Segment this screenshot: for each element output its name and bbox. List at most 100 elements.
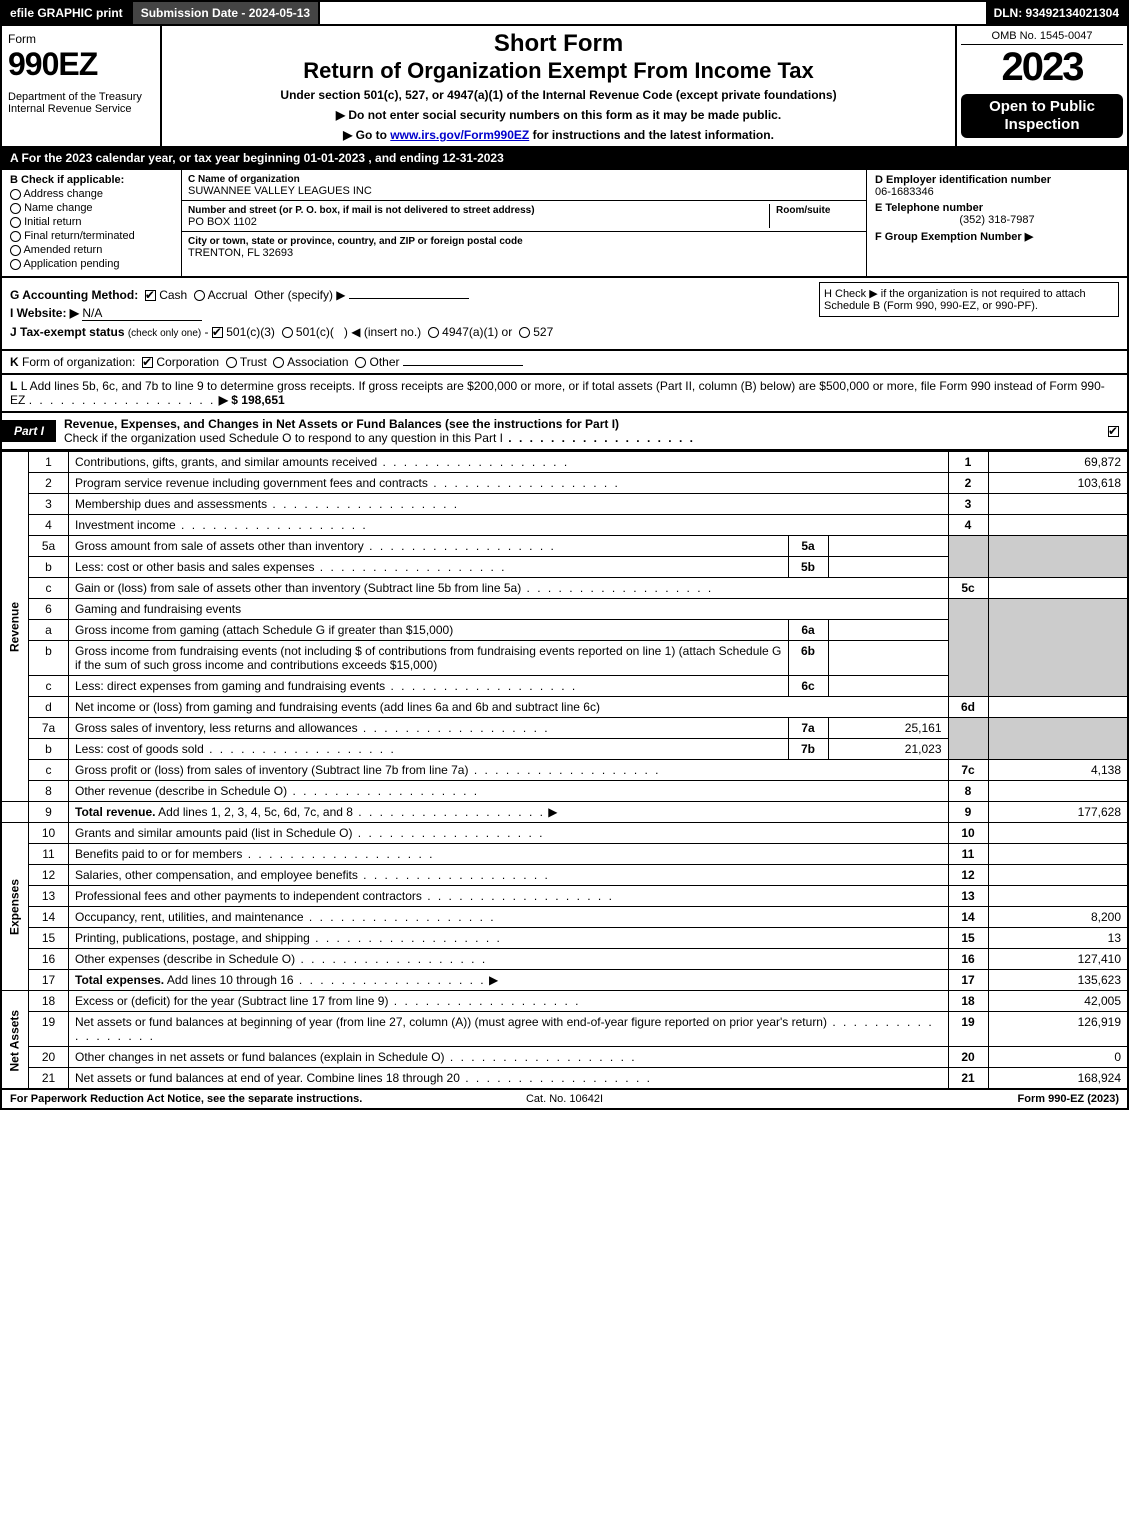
line-h: H Check ▶ if the organization is not req…: [819, 282, 1119, 317]
line-12-val: [988, 865, 1128, 886]
chk-other[interactable]: [355, 357, 366, 368]
part1-tag: Part I: [2, 420, 56, 442]
line-7a-subval: 25,161: [828, 718, 948, 739]
header-right: OMB No. 1545-0047 2023 Open to Public In…: [957, 26, 1127, 146]
row-k: K Form of organization: Corporation Trus…: [0, 351, 1129, 375]
line-6b-subval: [828, 641, 948, 676]
phone-value: (352) 318-7987: [875, 214, 1119, 226]
header-left: Form 990EZ Department of the Treasury In…: [2, 26, 162, 146]
line-18-desc: Excess or (deficit) for the year (Subtra…: [75, 994, 388, 1008]
chk-address[interactable]: Address change: [10, 188, 173, 200]
line-6d-desc: Net income or (loss) from gaming and fun…: [75, 700, 600, 714]
line-21-desc: Net assets or fund balances at end of ye…: [75, 1071, 460, 1085]
org-address: PO BOX 1102: [188, 216, 257, 228]
other-org-input[interactable]: [403, 365, 523, 366]
part1-header: Part I Revenue, Expenses, and Changes in…: [0, 413, 1129, 451]
dept-label: Department of the Treasury Internal Reve…: [8, 91, 154, 115]
line-1-val: 69,872: [988, 452, 1128, 473]
line-4-desc: Investment income: [75, 518, 176, 532]
netassets-label: Net Assets: [1, 991, 29, 1090]
chk-initial[interactable]: Initial return: [10, 216, 173, 228]
line-8-desc: Other revenue (describe in Schedule O): [75, 784, 287, 798]
line-16-val: 127,410: [988, 949, 1128, 970]
form-label: Form: [8, 32, 154, 46]
expenses-label: Expenses: [1, 823, 29, 991]
line-9-val: 177,628: [988, 802, 1128, 823]
form-note1: ▶ Do not enter social security numbers o…: [166, 108, 951, 122]
page-footer: For Paperwork Reduction Act Notice, see …: [0, 1090, 1129, 1110]
line-6-desc: Gaming and fundraising events: [69, 599, 949, 620]
line-7b-subval: 21,023: [828, 739, 948, 760]
line-6c-desc: Less: direct expenses from gaming and fu…: [75, 679, 385, 693]
line-7c-desc: Gross profit or (loss) from sales of inv…: [75, 763, 468, 777]
col-c: C Name of organization SUWANNEE VALLEY L…: [182, 170, 867, 276]
line-15-desc: Printing, publications, postage, and shi…: [75, 931, 310, 945]
line-17-val: 135,623: [988, 970, 1128, 991]
topbar-spacer: [320, 2, 985, 24]
b-label: B Check if applicable:: [10, 174, 173, 186]
chk-final[interactable]: Final return/terminated: [10, 230, 173, 242]
chk-assoc[interactable]: [273, 357, 284, 368]
line-6c-subval: [828, 676, 948, 697]
form-title: Return of Organization Exempt From Incom…: [166, 58, 951, 84]
col-def: D Employer identification number 06-1683…: [867, 170, 1127, 276]
line-1-num: 1: [29, 452, 69, 473]
chk-cash[interactable]: [145, 290, 156, 301]
row-l: L L Add lines 5b, 6c, and 7b to line 9 t…: [0, 375, 1129, 413]
chk-schedule-o[interactable]: [1108, 426, 1119, 437]
c-label: C Name of organization: [188, 174, 300, 185]
line-20-desc: Other changes in net assets or fund bala…: [75, 1050, 445, 1064]
row-a: A For the 2023 calendar year, or tax yea…: [0, 148, 1129, 170]
irs-link[interactable]: www.irs.gov/Form990EZ: [390, 128, 529, 142]
chk-527[interactable]: [519, 327, 530, 338]
other-specify-input[interactable]: [349, 298, 469, 299]
ein-value: 06-1683346: [875, 186, 1119, 198]
line-2-val: 103,618: [988, 473, 1128, 494]
line-13-desc: Professional fees and other payments to …: [75, 889, 422, 903]
chk-pending[interactable]: Application pending: [10, 258, 173, 270]
chk-4947[interactable]: [428, 327, 439, 338]
line-11-val: [988, 844, 1128, 865]
chk-corp[interactable]: [142, 357, 153, 368]
form-number: 990EZ: [8, 46, 154, 83]
line-4-val: [988, 515, 1128, 536]
website-value: N/A: [82, 306, 202, 321]
note2-post: for instructions and the latest informat…: [529, 128, 774, 142]
line-19-desc: Net assets or fund balances at beginning…: [75, 1015, 827, 1029]
chk-501c[interactable]: [282, 327, 293, 338]
short-form-title: Short Form: [166, 30, 951, 58]
line-15-val: 13: [988, 928, 1128, 949]
chk-amended[interactable]: Amended return: [10, 244, 173, 256]
form-subtitle: Under section 501(c), 527, or 4947(a)(1)…: [166, 88, 951, 102]
org-name: SUWANNEE VALLEY LEAGUES INC: [188, 185, 372, 197]
line-3-desc: Membership dues and assessments: [75, 497, 267, 511]
chk-name[interactable]: Name change: [10, 202, 173, 214]
city-label: City or town, state or province, country…: [188, 236, 523, 247]
line-6a-subval: [828, 620, 948, 641]
chk-trust[interactable]: [226, 357, 237, 368]
col-b: B Check if applicable: Address change Na…: [2, 170, 182, 276]
room-label: Room/suite: [776, 205, 830, 216]
d-label: D Employer identification number: [875, 174, 1119, 186]
line-5a-subval: [828, 536, 948, 557]
line-16-desc: Other expenses (describe in Schedule O): [75, 952, 295, 966]
chk-501c3[interactable]: [212, 327, 223, 338]
submission-date: Submission Date - 2024-05-13: [133, 2, 320, 24]
f-label: F Group Exemption Number ▶: [875, 230, 1119, 243]
line-6b-desc: Gross income from fundraising events (no…: [75, 644, 781, 672]
lines-table: Revenue 1 Contributions, gifts, grants, …: [0, 451, 1129, 1090]
footer-left: For Paperwork Reduction Act Notice, see …: [10, 1093, 380, 1105]
efile-label[interactable]: efile GRAPHIC print: [2, 2, 133, 24]
line-7c-val: 4,138: [988, 760, 1128, 781]
chk-accrual[interactable]: [194, 290, 205, 301]
header-center: Short Form Return of Organization Exempt…: [162, 26, 957, 146]
line-2-desc: Program service revenue including govern…: [75, 476, 428, 490]
line-5c-desc: Gain or (loss) from sale of assets other…: [75, 581, 521, 595]
line-8-val: [988, 781, 1128, 802]
section-ghij: G Accounting Method: Cash Accrual Other …: [0, 278, 1129, 351]
line-3-val: [988, 494, 1128, 515]
revenue-label: Revenue: [1, 452, 29, 802]
part1-desc: Revenue, Expenses, and Changes in Net As…: [56, 413, 1100, 449]
line-18-val: 42,005: [988, 991, 1128, 1012]
footer-center: Cat. No. 10642I: [380, 1093, 750, 1105]
